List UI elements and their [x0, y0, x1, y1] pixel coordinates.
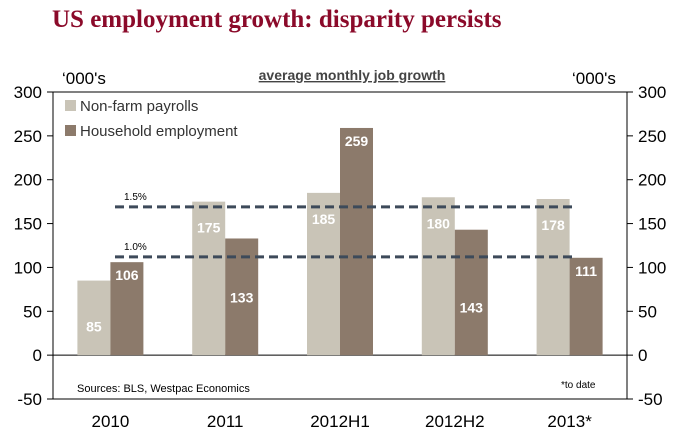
- bar-household: [110, 262, 144, 356]
- data-label: 175: [197, 220, 221, 236]
- data-label: 143: [460, 300, 484, 316]
- x-tick-label: 2013*: [547, 412, 592, 431]
- legend-label: Non-farm payrolls: [80, 98, 198, 115]
- y-tick-label-right: 50: [638, 302, 657, 321]
- data-label: 85: [86, 318, 102, 334]
- y-tick-label-left: 250: [14, 127, 42, 146]
- legend-swatch: [65, 125, 76, 136]
- y-tick-label-right: -50: [638, 390, 663, 409]
- bar-household: [340, 127, 373, 356]
- y-tick-label-right: 300: [638, 83, 666, 102]
- bar-nonfarm: [192, 201, 226, 356]
- data-label: 259: [345, 133, 369, 149]
- y-tick-label-right: 100: [638, 258, 666, 277]
- data-label: 133: [230, 289, 254, 305]
- y-tick-label-right: 200: [638, 171, 666, 190]
- y-tick-label-left: 100: [14, 258, 42, 277]
- right-axis-unit: ‘000's: [572, 69, 616, 88]
- y-tick-label-left: 200: [14, 171, 42, 190]
- source-note: Sources: BLS, Westpac Economics: [77, 383, 250, 395]
- x-tick-label: 2012H2: [425, 412, 485, 431]
- y-tick-label-left: 50: [23, 302, 42, 321]
- y-tick-label-left: 150: [14, 215, 42, 234]
- y-tick-label-left: 0: [33, 346, 42, 365]
- chart-subtitle: average monthly job growth: [259, 67, 446, 83]
- chart-title: US employment growth: disparity persists: [52, 6, 502, 33]
- footnote: *to date: [561, 380, 596, 391]
- legend-label: Household employment: [80, 123, 238, 140]
- y-tick-label-left: -50: [17, 390, 42, 409]
- y-tick-label-right: 250: [638, 127, 666, 146]
- x-tick-label: 2012H1: [310, 412, 370, 431]
- x-tick-label: 2011: [207, 412, 244, 431]
- bar-nonfarm: [307, 192, 340, 356]
- bar-household: [454, 229, 488, 356]
- x-tick-label: 2010: [91, 412, 129, 431]
- y-tick-label-left: 300: [14, 83, 42, 102]
- reference-line-label: 1.0%: [124, 242, 147, 253]
- data-label: 178: [541, 217, 565, 233]
- bar-nonfarm: [536, 199, 570, 356]
- bar-household: [569, 257, 603, 356]
- data-label: 111: [575, 263, 597, 279]
- left-axis-unit: ‘000's: [62, 69, 106, 88]
- y-tick-label-right: 0: [638, 346, 647, 365]
- bar-nonfarm: [421, 197, 455, 356]
- legend-swatch: [65, 100, 76, 111]
- bar-nonfarm: [77, 280, 111, 356]
- data-label: 106: [115, 267, 139, 283]
- y-tick-label-right: 150: [638, 215, 666, 234]
- reference-line-label: 1.5%: [124, 192, 147, 203]
- data-label: 180: [427, 215, 451, 231]
- data-label: 185: [312, 211, 336, 227]
